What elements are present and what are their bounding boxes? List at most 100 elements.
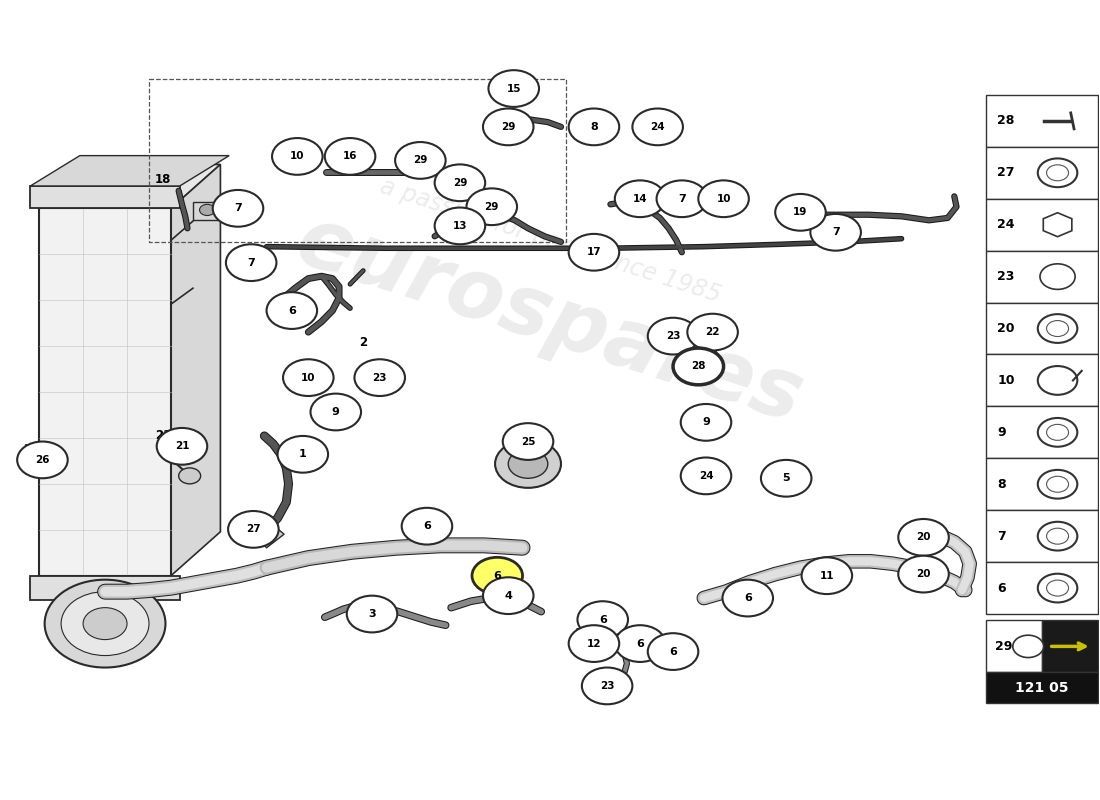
Bar xyxy=(986,147,1098,198)
Circle shape xyxy=(199,204,214,215)
Text: 20: 20 xyxy=(997,322,1014,335)
Circle shape xyxy=(1013,635,1044,658)
Circle shape xyxy=(508,450,548,478)
Circle shape xyxy=(688,314,738,350)
Text: 15: 15 xyxy=(506,83,521,94)
Text: 25: 25 xyxy=(520,424,536,437)
Text: 6: 6 xyxy=(288,306,296,315)
Circle shape xyxy=(648,633,698,670)
Text: 21: 21 xyxy=(155,430,172,442)
Bar xyxy=(986,562,1098,614)
Circle shape xyxy=(673,348,724,385)
Circle shape xyxy=(899,519,949,556)
Text: 5: 5 xyxy=(782,462,790,474)
Text: 6: 6 xyxy=(997,582,1005,594)
Text: 12: 12 xyxy=(575,626,591,640)
Text: 28: 28 xyxy=(691,362,705,371)
Circle shape xyxy=(266,292,317,329)
Circle shape xyxy=(277,436,328,473)
Circle shape xyxy=(899,556,949,593)
Bar xyxy=(1042,621,1098,672)
Circle shape xyxy=(156,428,207,465)
Text: 6: 6 xyxy=(744,593,751,603)
Text: 17: 17 xyxy=(586,247,602,258)
Circle shape xyxy=(226,244,276,281)
Bar xyxy=(986,95,1098,147)
Text: 8: 8 xyxy=(590,122,597,132)
Text: 14: 14 xyxy=(629,180,646,194)
Circle shape xyxy=(466,188,517,225)
Circle shape xyxy=(1037,470,1077,498)
Circle shape xyxy=(569,626,619,662)
Bar xyxy=(986,354,1098,406)
Text: 3: 3 xyxy=(351,599,359,613)
Circle shape xyxy=(495,440,561,488)
FancyBboxPatch shape xyxy=(40,208,170,576)
Text: 12: 12 xyxy=(586,638,602,649)
Circle shape xyxy=(62,592,149,655)
Text: 21: 21 xyxy=(175,442,189,451)
Circle shape xyxy=(228,511,278,548)
Bar xyxy=(986,250,1098,302)
Text: 7: 7 xyxy=(678,194,685,204)
Circle shape xyxy=(434,207,485,244)
Text: 16: 16 xyxy=(342,138,359,151)
Text: 3: 3 xyxy=(368,609,376,619)
Circle shape xyxy=(657,180,707,217)
Circle shape xyxy=(1046,321,1068,337)
Text: 6: 6 xyxy=(493,570,502,581)
Circle shape xyxy=(615,626,666,662)
Circle shape xyxy=(1037,314,1077,343)
Circle shape xyxy=(212,190,263,226)
Text: 13: 13 xyxy=(449,224,464,237)
Text: 2: 2 xyxy=(360,336,367,349)
Text: 7: 7 xyxy=(832,227,839,238)
Circle shape xyxy=(1040,264,1075,290)
Circle shape xyxy=(488,70,539,107)
Text: 18: 18 xyxy=(155,173,172,186)
Text: 17: 17 xyxy=(586,235,602,248)
Text: 29: 29 xyxy=(414,155,428,166)
Bar xyxy=(986,406,1098,458)
Circle shape xyxy=(324,138,375,174)
Text: 19: 19 xyxy=(793,207,807,218)
Text: 10: 10 xyxy=(716,194,730,204)
Circle shape xyxy=(615,180,666,217)
Text: 24: 24 xyxy=(698,471,713,481)
Text: 16: 16 xyxy=(343,151,358,162)
Circle shape xyxy=(395,142,446,178)
Circle shape xyxy=(472,558,522,594)
Circle shape xyxy=(272,138,322,174)
Bar xyxy=(986,302,1098,354)
Bar xyxy=(986,510,1098,562)
Text: 10: 10 xyxy=(301,373,316,382)
Text: 14: 14 xyxy=(632,194,648,204)
Text: 10: 10 xyxy=(997,374,1014,387)
Text: 23: 23 xyxy=(666,331,680,341)
Circle shape xyxy=(434,165,485,201)
Circle shape xyxy=(582,667,632,704)
Text: 26: 26 xyxy=(23,443,40,456)
Circle shape xyxy=(178,468,200,484)
FancyBboxPatch shape xyxy=(31,186,179,208)
Circle shape xyxy=(681,458,732,494)
Bar xyxy=(192,202,220,219)
Circle shape xyxy=(402,508,452,545)
Polygon shape xyxy=(40,165,220,208)
Text: 25: 25 xyxy=(520,437,536,446)
Text: 24: 24 xyxy=(997,218,1014,231)
Polygon shape xyxy=(170,165,220,576)
Polygon shape xyxy=(253,520,284,548)
Text: 13: 13 xyxy=(453,221,468,231)
Text: 1: 1 xyxy=(299,450,307,459)
Text: 19: 19 xyxy=(792,195,808,209)
Text: 23: 23 xyxy=(600,681,615,691)
Circle shape xyxy=(346,596,397,632)
Text: a passion for parts since 1985: a passion for parts since 1985 xyxy=(376,174,724,307)
Text: 9: 9 xyxy=(997,426,1005,439)
Circle shape xyxy=(632,109,683,146)
Text: 11: 11 xyxy=(816,560,833,573)
Text: 26: 26 xyxy=(35,455,50,465)
Text: 9: 9 xyxy=(332,407,340,417)
Circle shape xyxy=(1046,165,1068,181)
